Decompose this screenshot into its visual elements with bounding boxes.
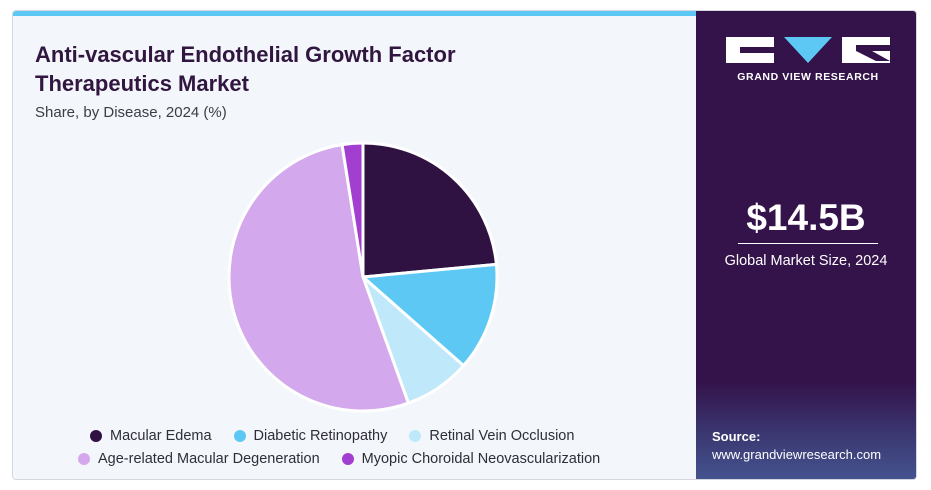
chart-legend: Macular Edema Diabetic Retinopathy Retin… [78, 424, 690, 470]
legend-label: Retinal Vein Occlusion [429, 427, 575, 444]
pie-slice-myopic-choroidal-neovascularization [340, 141, 365, 279]
chart-subtitle: Share, by Disease, 2024 (%) [35, 104, 227, 121]
wave-decoration [696, 381, 916, 479]
legend-item: Retinal Vein Occlusion [409, 428, 574, 444]
legend-row: Macular Edema Diabetic Retinopathy Retin… [90, 424, 690, 447]
chart-panel: Anti-vascular Endothelial Growth Factor … [13, 16, 696, 479]
legend-label: Age-related Macular Degeneration [98, 450, 320, 467]
market-size-value: $14.5B [746, 197, 866, 238]
legend-label: Diabetic Retinopathy [253, 427, 388, 444]
accent-bar [13, 11, 696, 16]
legend-label: Myopic Choroidal Neovascularization [361, 450, 601, 467]
pie-chart [227, 141, 499, 413]
gvr-logo-icon [726, 37, 890, 63]
infographic-card: Anti-vascular Endothelial Growth Factor … [12, 10, 917, 480]
chart-title: Anti-vascular Endothelial Growth Factor … [35, 42, 456, 96]
source-label: Source: [712, 429, 761, 444]
pie-slice-macular-edema [361, 141, 498, 279]
source-link[interactable]: www.grandviewresearch.com [712, 447, 882, 462]
market-size-caption: Global Market Size, 2024 [724, 253, 888, 269]
legend-swatch [90, 429, 102, 442]
legend-item: Diabetic Retinopathy [233, 427, 388, 444]
legend-item: Age-related Macular Degeneration [78, 451, 320, 467]
legend-swatch [409, 429, 422, 442]
divider [738, 243, 878, 244]
legend-label: Macular Edema [110, 427, 212, 444]
brand-logo: GRAND VIEW RESEARCH [726, 35, 890, 83]
legend-swatch [78, 452, 90, 465]
brand-name: GRAND VIEW RESEARCH [737, 71, 879, 83]
pie-slice-diabetic-retinopathy [361, 262, 499, 368]
legend-swatch [341, 452, 354, 465]
legend-row: Age-related Macular Degeneration Myopic … [78, 447, 690, 470]
pie-slice-age-related-macular-degeneration [227, 143, 410, 413]
summary-panel: GRAND VIEW RESEARCH $14.5B Global Market… [696, 11, 916, 479]
legend-item: Macular Edema [90, 428, 212, 444]
legend-item: Myopic Choroidal Neovascularization [341, 450, 601, 467]
legend-swatch [233, 429, 246, 442]
